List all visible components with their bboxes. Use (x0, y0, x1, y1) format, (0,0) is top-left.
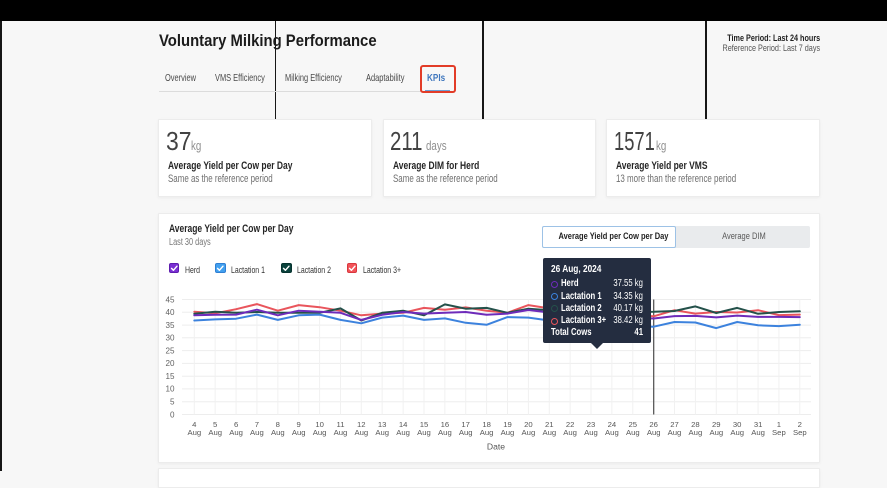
svg-text:25: 25 (629, 420, 638, 429)
svg-text:9: 9 (297, 420, 301, 429)
svg-text:Aug: Aug (229, 428, 243, 437)
svg-text:10: 10 (316, 420, 325, 429)
svg-text:1: 1 (777, 420, 781, 429)
svg-text:28: 28 (691, 420, 700, 429)
svg-text:22: 22 (566, 420, 575, 429)
svg-text:Aug: Aug (313, 428, 327, 437)
svg-text:Aug: Aug (376, 428, 390, 437)
svg-text:25: 25 (166, 347, 176, 356)
svg-text:Sep: Sep (772, 428, 786, 437)
svg-text:6: 6 (234, 420, 238, 429)
svg-text:Aug: Aug (250, 428, 264, 437)
svg-text:Aug: Aug (668, 428, 682, 437)
svg-text:Aug: Aug (396, 428, 410, 437)
svg-text:30: 30 (166, 334, 176, 343)
svg-text:27: 27 (670, 420, 679, 429)
svg-text:5: 5 (170, 398, 175, 407)
svg-text:24: 24 (608, 420, 617, 429)
svg-text:Aug: Aug (584, 428, 598, 437)
svg-text:Aug: Aug (271, 428, 285, 437)
svg-text:Aug: Aug (563, 428, 577, 437)
svg-text:Aug: Aug (355, 428, 369, 437)
svg-text:35: 35 (166, 321, 176, 330)
svg-text:Aug: Aug (626, 428, 640, 437)
svg-text:Aug: Aug (647, 428, 661, 437)
svg-text:Aug: Aug (188, 428, 202, 437)
svg-text:Aug: Aug (417, 428, 431, 437)
svg-text:Aug: Aug (731, 428, 745, 437)
svg-text:16: 16 (441, 420, 450, 429)
svg-text:Aug: Aug (459, 428, 473, 437)
svg-text:Aug: Aug (334, 428, 348, 437)
svg-text:10: 10 (166, 385, 176, 394)
svg-text:15: 15 (166, 372, 176, 381)
svg-text:Aug: Aug (751, 428, 765, 437)
svg-text:11: 11 (337, 420, 345, 429)
svg-text:7: 7 (255, 420, 259, 429)
svg-text:31: 31 (754, 420, 763, 429)
svg-text:Aug: Aug (605, 428, 619, 437)
svg-text:Aug: Aug (689, 428, 703, 437)
svg-text:26: 26 (650, 420, 659, 429)
svg-text:21: 21 (545, 420, 554, 429)
svg-text:5: 5 (213, 420, 217, 429)
svg-text:45: 45 (166, 296, 176, 305)
svg-text:Aug: Aug (438, 428, 452, 437)
svg-text:15: 15 (420, 420, 429, 429)
svg-text:Date: Date (487, 442, 505, 452)
svg-text:Aug: Aug (522, 428, 536, 437)
svg-text:23: 23 (587, 420, 596, 429)
svg-text:Aug: Aug (480, 428, 494, 437)
svg-text:4: 4 (192, 420, 197, 429)
svg-text:0: 0 (170, 411, 175, 420)
svg-text:18: 18 (483, 420, 492, 429)
svg-text:Aug: Aug (209, 428, 223, 437)
svg-text:8: 8 (276, 420, 280, 429)
svg-text:Aug: Aug (501, 428, 515, 437)
svg-text:19: 19 (503, 420, 512, 429)
svg-text:40: 40 (166, 308, 176, 317)
svg-text:14: 14 (399, 420, 408, 429)
svg-text:29: 29 (712, 420, 721, 429)
svg-text:30: 30 (733, 420, 742, 429)
svg-text:20: 20 (524, 420, 533, 429)
svg-text:20: 20 (166, 359, 176, 368)
svg-text:Aug: Aug (710, 428, 724, 437)
svg-text:Sep: Sep (793, 428, 807, 437)
svg-text:12: 12 (357, 420, 366, 429)
svg-text:17: 17 (462, 420, 471, 429)
svg-text:2: 2 (798, 420, 802, 429)
svg-text:Aug: Aug (292, 428, 306, 437)
svg-text:Aug: Aug (543, 428, 557, 437)
svg-text:13: 13 (378, 420, 387, 429)
